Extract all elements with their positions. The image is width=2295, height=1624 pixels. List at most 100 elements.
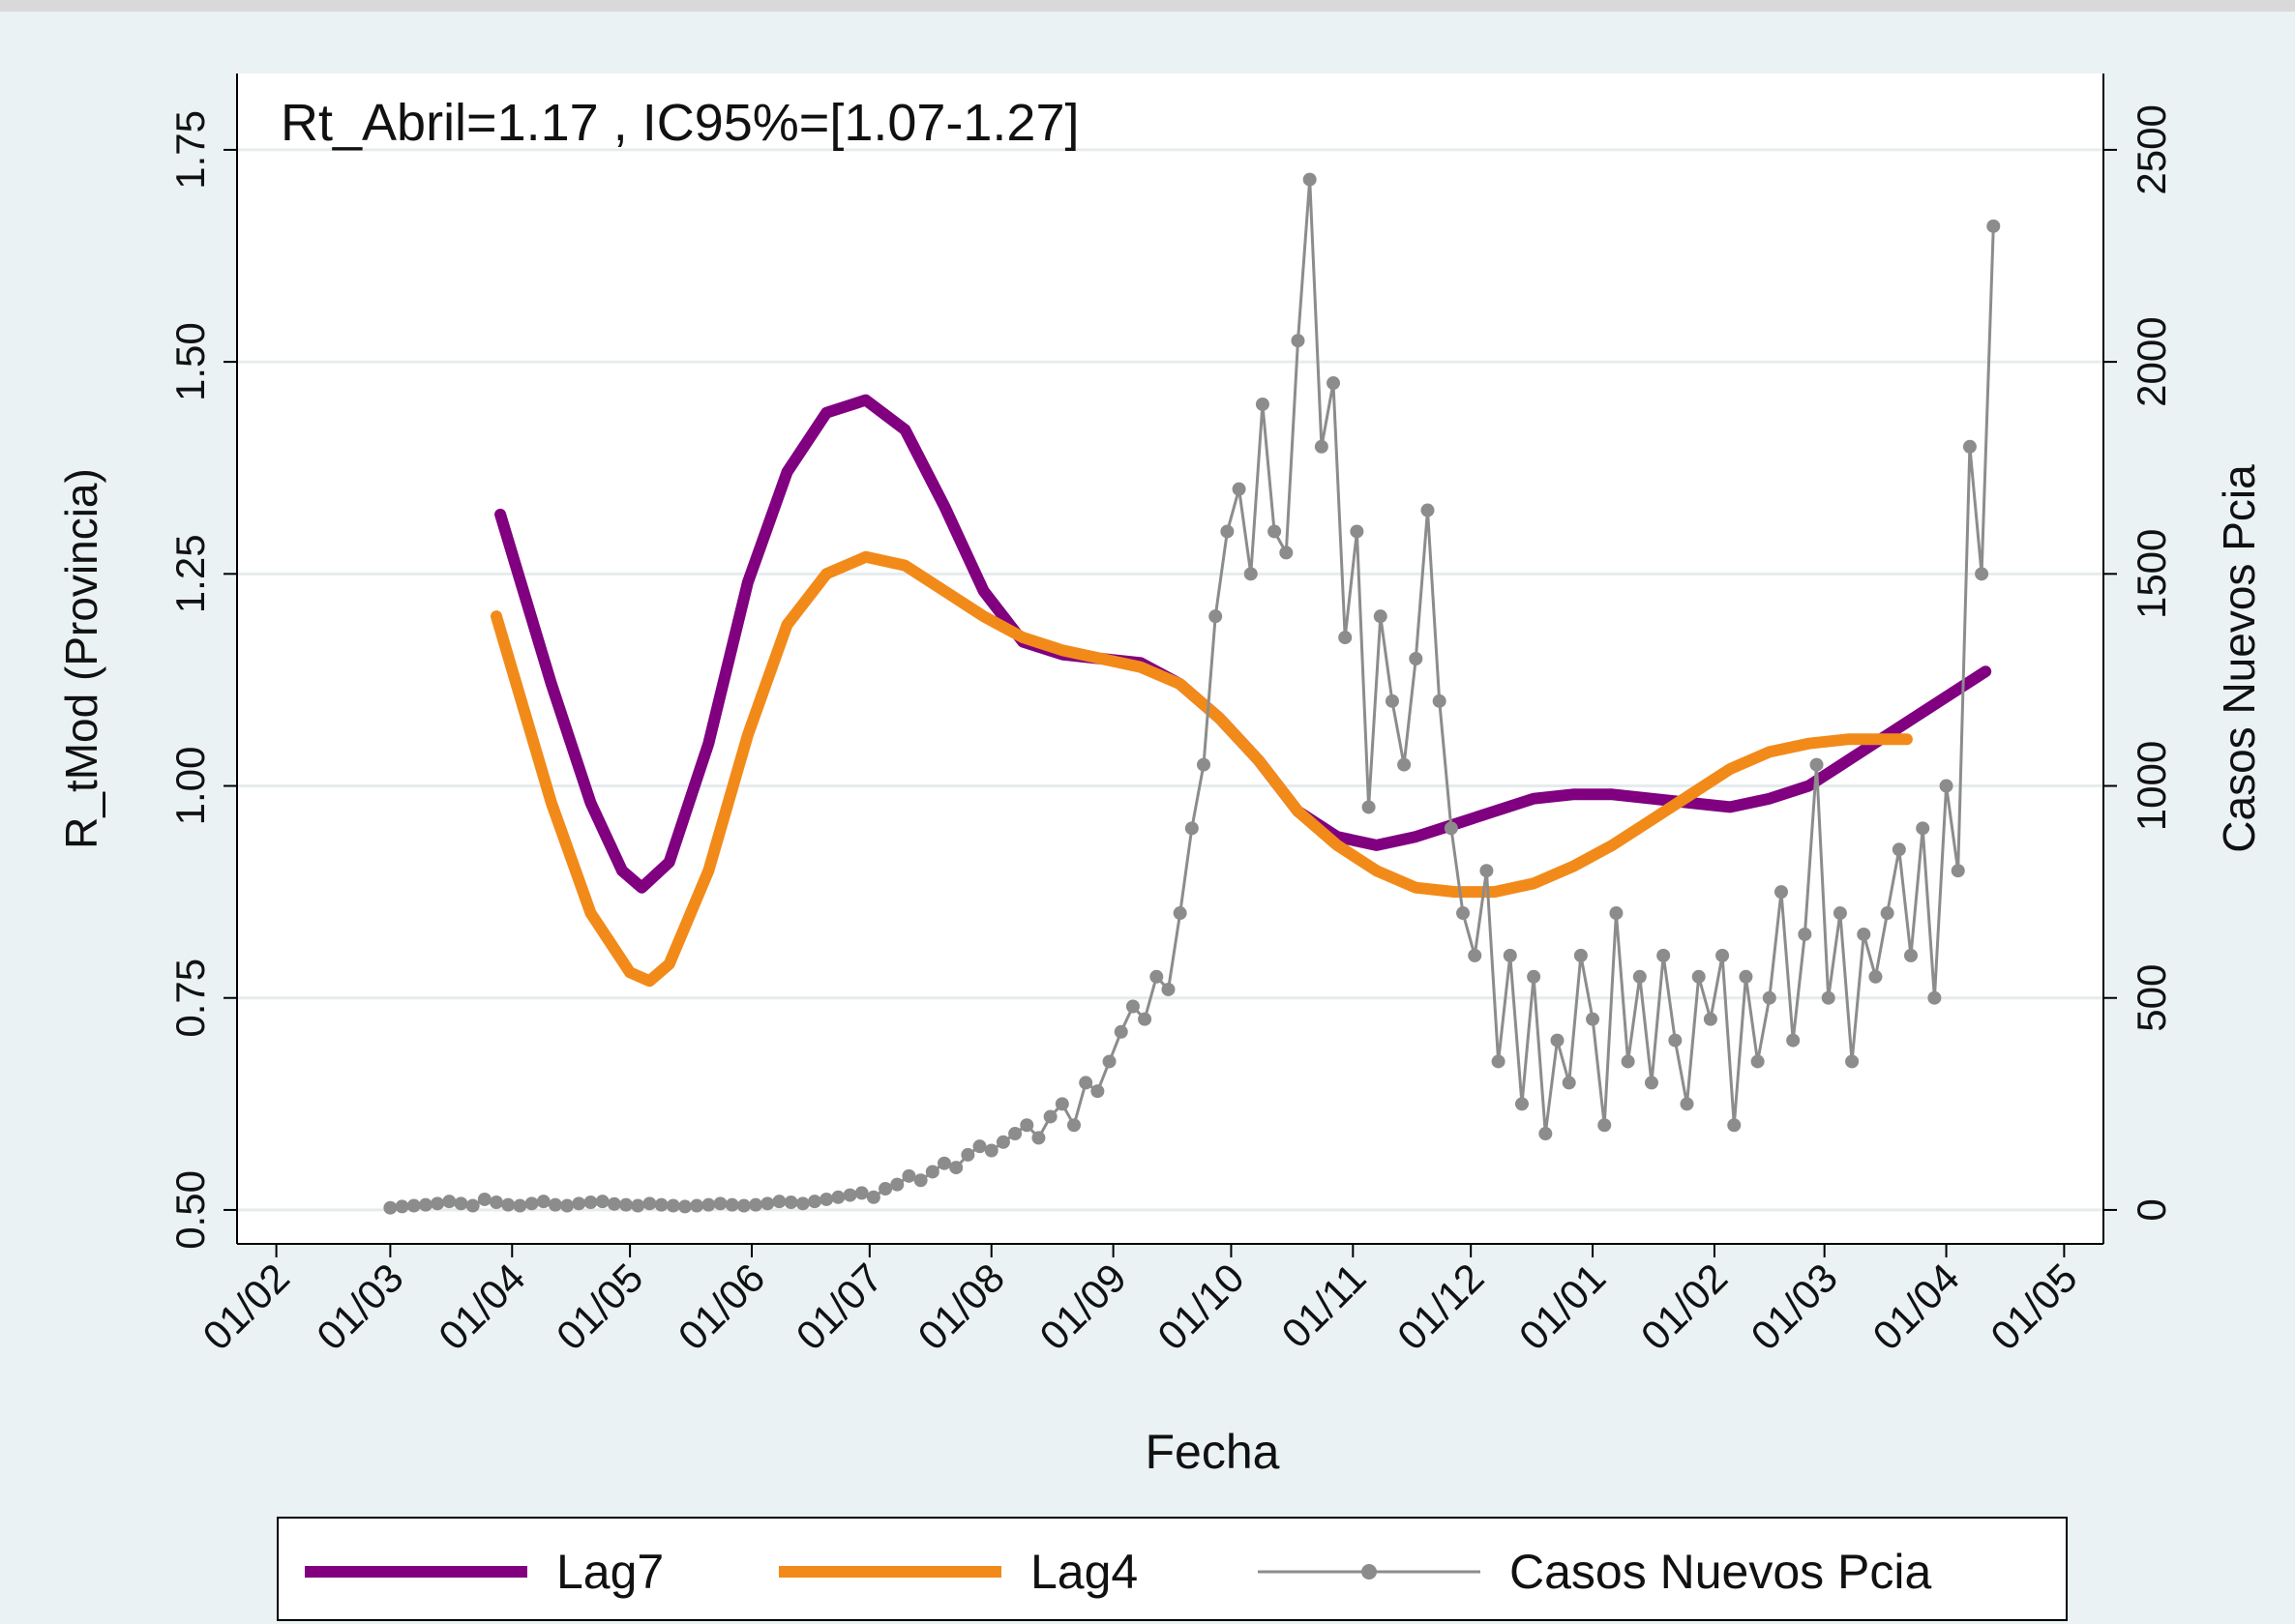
series-point [1043, 1109, 1058, 1124]
series-point [677, 1199, 692, 1214]
series-point [548, 1197, 562, 1212]
series-point [1067, 1118, 1082, 1133]
series-point [1338, 631, 1353, 645]
series-point [1361, 800, 1376, 814]
series-point [1632, 969, 1647, 984]
series-point [1715, 948, 1730, 962]
y2-tick-label: 2500 [2129, 104, 2174, 194]
series-point [1727, 1118, 1742, 1133]
series-point [1833, 906, 1847, 921]
series-point [890, 1177, 905, 1192]
series-point [524, 1196, 539, 1211]
series-point [701, 1197, 716, 1212]
series-point [1962, 439, 1977, 454]
series-point [1809, 757, 1824, 772]
series-point [1750, 1054, 1765, 1069]
series-point [1468, 948, 1482, 962]
series-point [1773, 885, 1788, 900]
series-point [501, 1197, 516, 1212]
series-point [725, 1197, 739, 1212]
series-point [913, 1173, 928, 1188]
series-point [1703, 1012, 1717, 1026]
series-point [1503, 948, 1517, 962]
series-point [1232, 482, 1246, 496]
series-point [477, 1192, 492, 1206]
series-point [1479, 864, 1494, 878]
series-point [795, 1196, 810, 1211]
y-tick-label: 0.50 [167, 1170, 213, 1250]
series-point [784, 1196, 798, 1210]
series-point [1444, 821, 1458, 836]
series-point [902, 1168, 916, 1183]
series-point [1149, 969, 1164, 984]
series-point [879, 1182, 893, 1196]
series-point [1573, 948, 1588, 962]
series-point [1939, 779, 1953, 793]
series-point [1597, 1118, 1612, 1133]
series-point [1527, 969, 1541, 984]
series-point [866, 1190, 880, 1204]
series-point [1514, 1097, 1529, 1111]
series-point [1255, 397, 1269, 411]
series-point [418, 1197, 432, 1212]
series-point [1857, 927, 1871, 941]
legend-box [277, 1517, 2068, 1621]
series-point [1904, 948, 1919, 962]
series-point [713, 1196, 728, 1211]
series-point [843, 1188, 857, 1202]
legend-label: Lag7 [556, 1545, 664, 1599]
series-point [736, 1198, 751, 1213]
series-point [1456, 906, 1471, 921]
y-tick-label: 1.00 [167, 747, 213, 826]
series-point [1138, 1012, 1152, 1026]
series-point [1786, 1033, 1801, 1048]
series-point [1197, 757, 1211, 772]
y-tick-label: 1.25 [167, 534, 213, 613]
legend-label: Lag4 [1030, 1545, 1138, 1599]
series-point [1762, 990, 1776, 1005]
series-point [1668, 1033, 1683, 1048]
series-point [1975, 567, 1989, 581]
series-point [1090, 1084, 1105, 1099]
series-point [831, 1190, 846, 1204]
legend-label: Casos Nuevos Pcia [1509, 1545, 1931, 1599]
series-point [465, 1198, 480, 1213]
series-point [1279, 546, 1294, 560]
series-point [513, 1198, 527, 1213]
series-point [820, 1192, 834, 1206]
y2-tick-label: 0 [2129, 1198, 2174, 1221]
series-point [666, 1198, 680, 1213]
series-point [972, 1139, 987, 1154]
series-point [690, 1198, 704, 1213]
series-point [536, 1195, 551, 1209]
series-point [642, 1196, 657, 1211]
series-point [1409, 652, 1423, 665]
series-point [1798, 927, 1812, 941]
series-point [583, 1196, 598, 1210]
series-point [1644, 1076, 1658, 1090]
series-point [619, 1197, 634, 1212]
annotation: Rt_Abril=1.17 , IC95%=[1.07-1.27] [281, 94, 1080, 152]
series-point [607, 1196, 621, 1211]
series-point [984, 1143, 998, 1158]
y2-axis-label: Casos Nuevos Pcia [2214, 464, 2264, 853]
series-point [560, 1198, 575, 1213]
series-point [1739, 969, 1753, 984]
y2-tick-label: 1500 [2129, 529, 2174, 619]
y-tick-label: 0.75 [167, 959, 213, 1038]
series-point [807, 1195, 821, 1209]
series-line [491, 550, 1913, 988]
legend-marker [1361, 1564, 1377, 1580]
plot-area [237, 74, 2103, 1244]
series-point [1161, 982, 1176, 996]
series-point [1656, 948, 1671, 962]
series-point [1079, 1076, 1093, 1090]
series-point [431, 1196, 445, 1211]
series-point [1055, 1097, 1069, 1111]
series-point [1986, 219, 2001, 233]
series-point [1538, 1127, 1553, 1141]
series-point [1892, 842, 1906, 857]
series-point [1125, 999, 1140, 1014]
series-point [1562, 1076, 1576, 1090]
